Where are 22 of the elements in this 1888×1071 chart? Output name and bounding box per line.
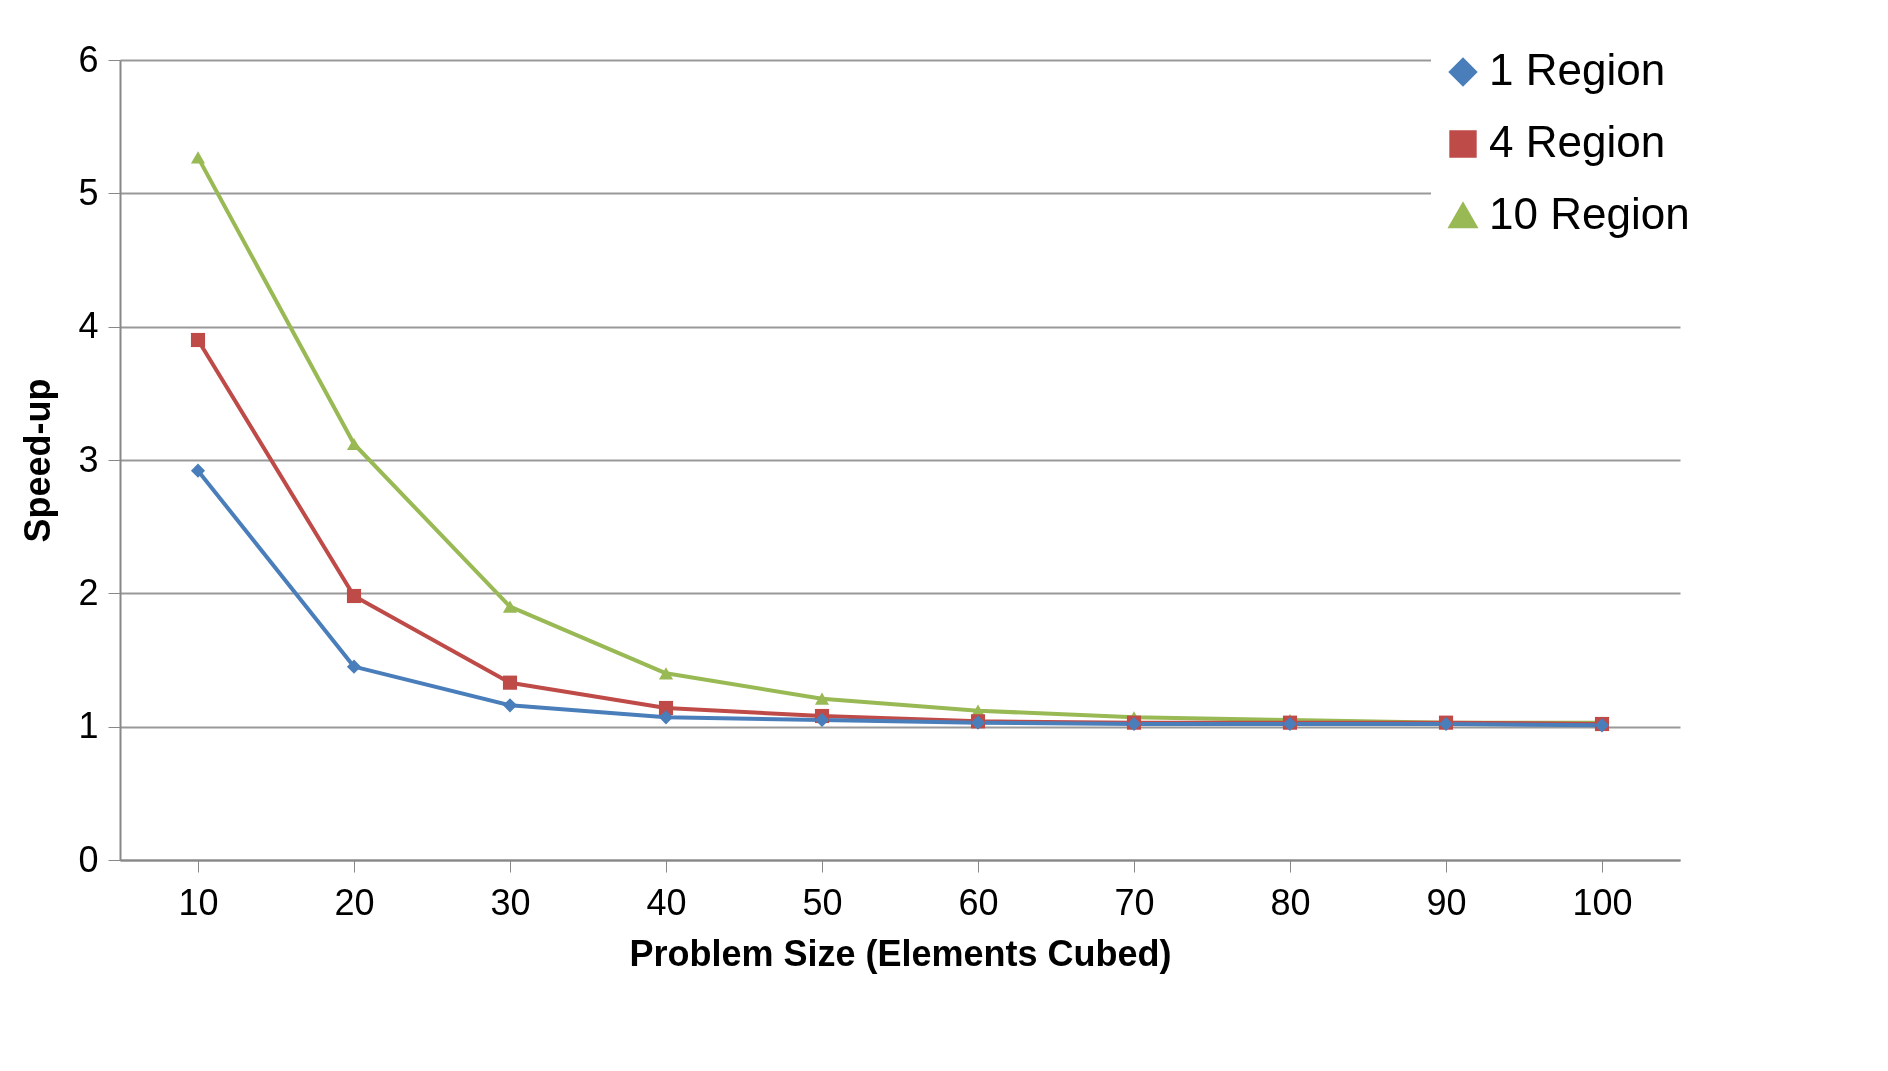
x-tick-label: 50 — [802, 881, 843, 923]
x-tick-label: 100 — [1572, 881, 1633, 923]
x-tick-label: 60 — [958, 881, 999, 923]
x-tick-label: 30 — [490, 881, 531, 923]
x-axis-title: Problem Size (Elements Cubed) — [629, 932, 1172, 974]
x-tick-label: 20 — [334, 881, 375, 923]
x-tick-label: 40 — [646, 881, 687, 923]
x-tick-label: 70 — [1114, 881, 1155, 923]
y-tick-label: 2 — [78, 571, 99, 613]
y-tick-label: 5 — [78, 171, 99, 213]
legend-label: 10 Region — [1489, 189, 1690, 238]
y-tick-label: 3 — [78, 438, 99, 480]
y-axis-title: Speed-up — [17, 378, 59, 543]
y-tick-label: 0 — [78, 838, 99, 880]
y-tick-label: 6 — [78, 38, 99, 80]
legend-label: 4 Region — [1489, 117, 1666, 166]
x-tick-label: 80 — [1270, 881, 1311, 923]
legend-label: 1 Region — [1489, 45, 1666, 94]
y-tick-label: 4 — [78, 305, 99, 347]
x-tick-label: 10 — [178, 881, 219, 923]
y-tick-label: 1 — [78, 705, 99, 747]
x-tick-label: 90 — [1426, 881, 1467, 923]
